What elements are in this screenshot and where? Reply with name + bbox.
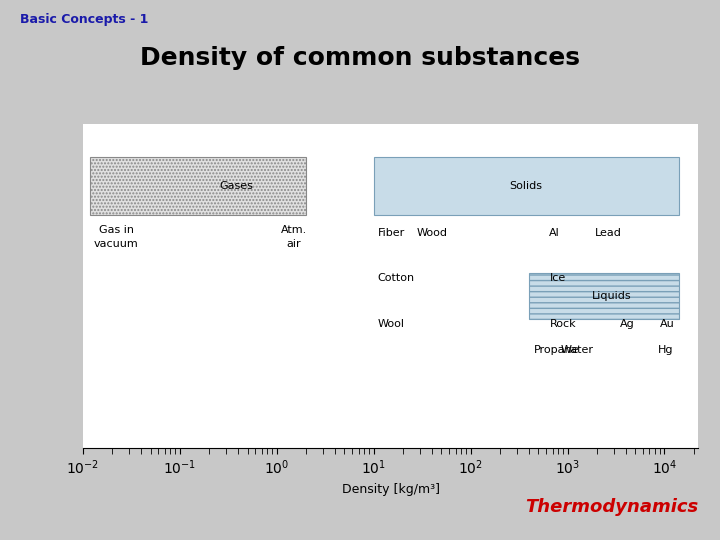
Text: Gas in
vacuum: Gas in vacuum xyxy=(94,225,138,248)
Text: Cotton: Cotton xyxy=(378,273,415,284)
Text: Rock: Rock xyxy=(549,319,576,329)
Text: Atm.
air: Atm. air xyxy=(281,225,307,248)
Text: Al: Al xyxy=(549,228,560,238)
Bar xyxy=(529,273,679,319)
Text: Propane: Propane xyxy=(534,345,580,355)
Text: Wool: Wool xyxy=(378,319,405,329)
Text: Ag: Ag xyxy=(620,319,635,329)
Text: Liquids: Liquids xyxy=(592,291,631,301)
Text: Lead: Lead xyxy=(595,228,621,238)
Bar xyxy=(374,157,679,215)
Text: Water: Water xyxy=(561,345,594,355)
Text: Au: Au xyxy=(660,319,675,329)
Text: Ice: Ice xyxy=(549,273,566,284)
Text: Fiber: Fiber xyxy=(378,228,405,238)
X-axis label: Density [kg/m³]: Density [kg/m³] xyxy=(341,483,440,496)
Text: Basic Concepts - 1: Basic Concepts - 1 xyxy=(20,14,148,26)
Text: Gases: Gases xyxy=(220,181,253,191)
Text: Density of common substances: Density of common substances xyxy=(140,46,580,70)
Bar xyxy=(91,157,306,215)
Text: Hg: Hg xyxy=(657,345,673,355)
Text: Wood: Wood xyxy=(417,228,448,238)
Text: Solids: Solids xyxy=(510,181,543,191)
Text: Thermodynamics: Thermodynamics xyxy=(525,498,698,516)
